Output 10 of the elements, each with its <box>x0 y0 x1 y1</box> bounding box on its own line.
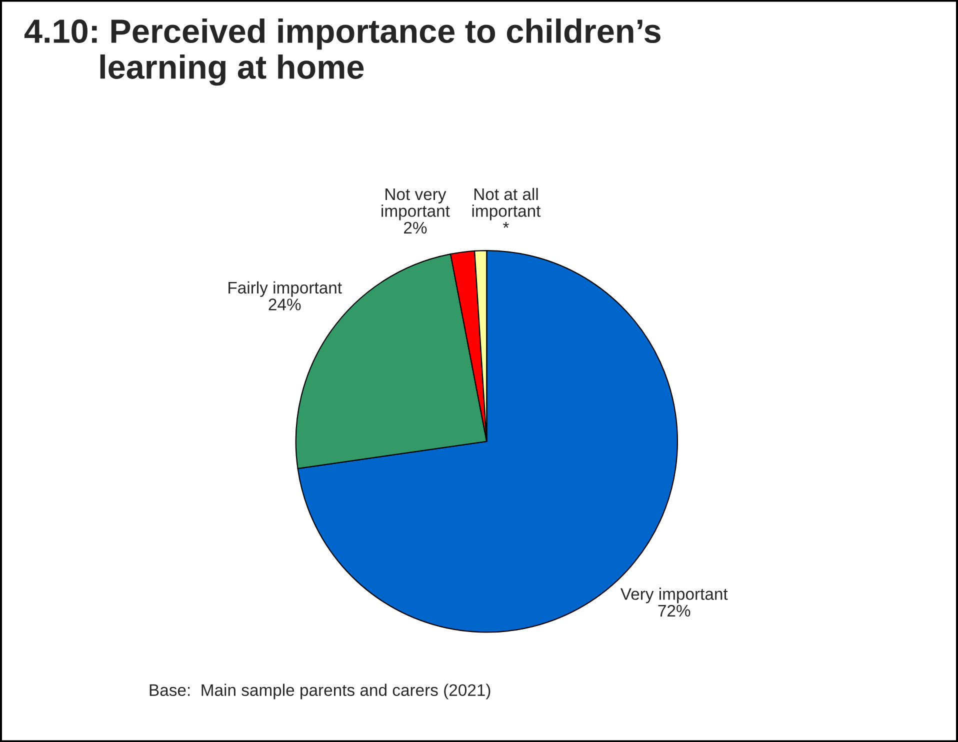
chart-title: 4.10: Perceived importance to children’s learning at home <box>24 18 660 86</box>
slice-label: Not at all important <box>472 188 541 220</box>
slice-label: Very important <box>620 588 728 604</box>
slice-label: Not very important <box>382 188 450 220</box>
slice-label: Fairly important <box>228 281 342 297</box>
data-label: 72% <box>658 604 690 617</box>
data-label: * <box>503 222 509 228</box>
data-label: 2% <box>404 222 427 234</box>
data-label: 24% <box>268 298 301 310</box>
text: Base: Main sample parents and carers (2021) <box>150 684 490 700</box>
